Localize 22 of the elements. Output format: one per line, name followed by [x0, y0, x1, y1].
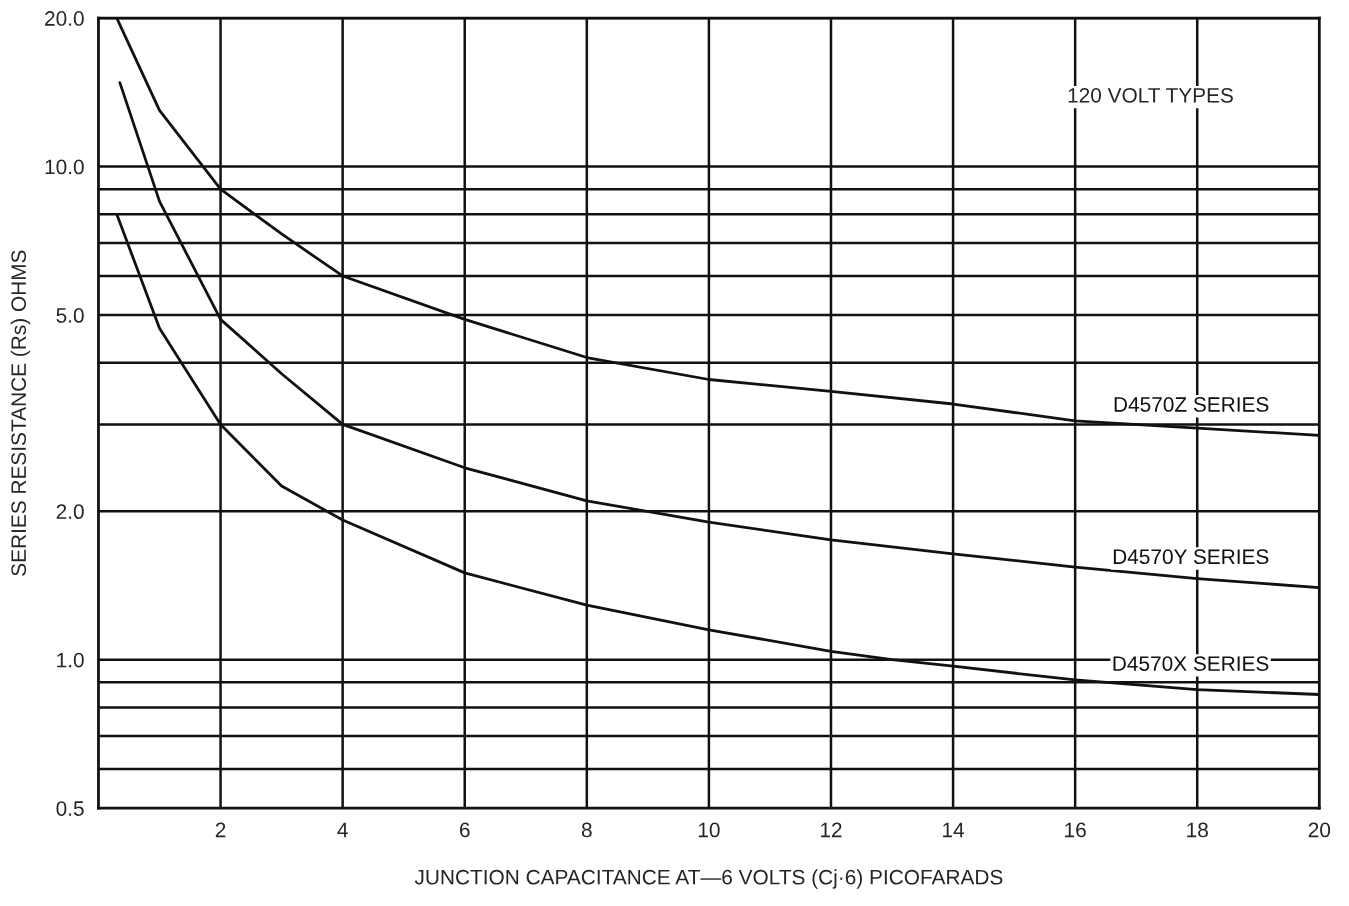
x-tick-label: 16: [1065, 822, 1086, 838]
x-tick-label: 8: [581, 822, 592, 838]
x-tick-label: 6: [460, 822, 470, 838]
x-tick-label: 12: [820, 822, 842, 838]
x-axis-title: JUNCTION CAPACITANCE AT—6 VOLTS (Cj·6) PICOFARADS: [414, 869, 1003, 889]
series-label: D4570Z SERIES: [1114, 397, 1269, 412]
y-axis-title: SERIES RESISTANCE (Rs) OHMS: [10, 250, 31, 576]
y-tick-label: 0.5: [56, 801, 84, 816]
annotation: 120 VOLT TYPES: [1068, 87, 1233, 103]
y-tick-label: 20.0: [45, 11, 84, 26]
x-tick-label: 10: [698, 822, 720, 838]
series-label: D4570Y SERIES: [1113, 549, 1269, 565]
x-tick-label: 20: [1308, 822, 1331, 838]
y-tick-label: 2.0: [56, 504, 84, 520]
y-tick-label: 5.0: [56, 308, 84, 323]
y-tick-label: 10.0: [45, 159, 84, 175]
x-tick-label: 2: [215, 822, 226, 838]
x-tick-label: 14: [943, 822, 965, 838]
x-tick-label: 4: [337, 822, 348, 838]
series-label: D4570X SERIES: [1113, 656, 1269, 671]
y-tick-label: 1.0: [57, 652, 84, 668]
x-tick-label: 18: [1187, 822, 1208, 838]
